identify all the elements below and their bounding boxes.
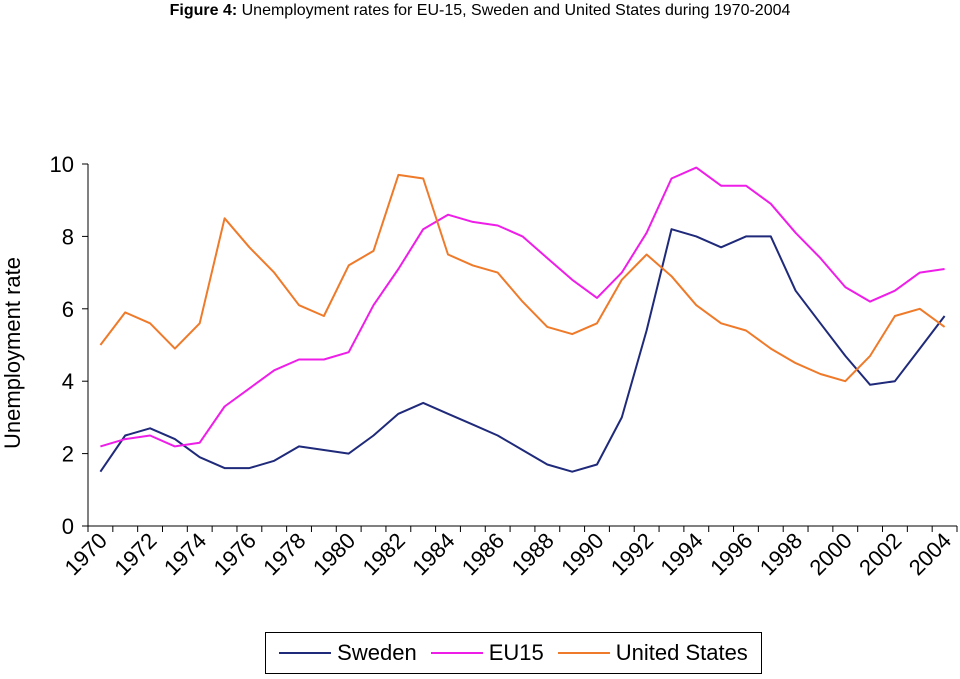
x-tick-label: 2002 — [854, 528, 906, 580]
series-line-sweden — [99, 228, 946, 473]
series-line-eu15 — [100, 166, 945, 448]
figure-title: Figure 4: Unemployment rates for EU-15, … — [0, 0, 960, 24]
y-tick-label: 2 — [62, 442, 74, 467]
y-tick-label: 0 — [62, 514, 74, 539]
x-tick-label: 1988 — [507, 528, 559, 580]
legend-item-eu15: EU15 — [430, 640, 544, 666]
legend-item-united-states: United States — [557, 640, 748, 666]
figure-caption: Unemployment rates for EU-15, Sweden and… — [241, 2, 791, 19]
chart-legend: Sweden EU15 United States — [265, 632, 762, 674]
x-tick-label: 1990 — [556, 528, 608, 580]
x-tick-label: 1972 — [109, 528, 161, 580]
figure-label: Figure 4: — [169, 2, 238, 19]
x-tick-label: 1974 — [159, 528, 211, 580]
x-tick-label: 1980 — [308, 528, 360, 580]
series-line-united-states — [99, 173, 946, 383]
x-tick-label: 1998 — [755, 528, 807, 580]
legend-label: United States — [615, 640, 748, 665]
x-tick-label: 1994 — [656, 528, 708, 580]
legend-swatch — [279, 652, 332, 654]
x-tick-label: 1996 — [705, 528, 757, 580]
legend-item-sweden: Sweden — [279, 640, 417, 666]
x-tick-label: 1982 — [358, 528, 410, 580]
y-tick-label: 6 — [62, 297, 74, 322]
x-tick-label: 1978 — [258, 528, 310, 580]
legend-label: Sweden — [337, 640, 417, 665]
legend-swatch — [430, 652, 483, 654]
x-tick-label: 2004 — [904, 528, 956, 580]
y-axis-title: Unemployment rate — [0, 257, 25, 449]
y-tick-label: 4 — [62, 369, 74, 394]
x-tick-label: 1976 — [209, 528, 261, 580]
x-tick-label: 1984 — [407, 528, 459, 580]
x-tick-label: 1992 — [606, 528, 658, 580]
y-tick-label: 8 — [62, 224, 74, 249]
x-tick-label: 1986 — [457, 528, 509, 580]
legend-swatch — [557, 652, 610, 654]
y-tick-label: 10 — [50, 152, 74, 177]
x-tick-label: 2000 — [805, 528, 857, 580]
legend-label: EU15 — [488, 640, 544, 665]
